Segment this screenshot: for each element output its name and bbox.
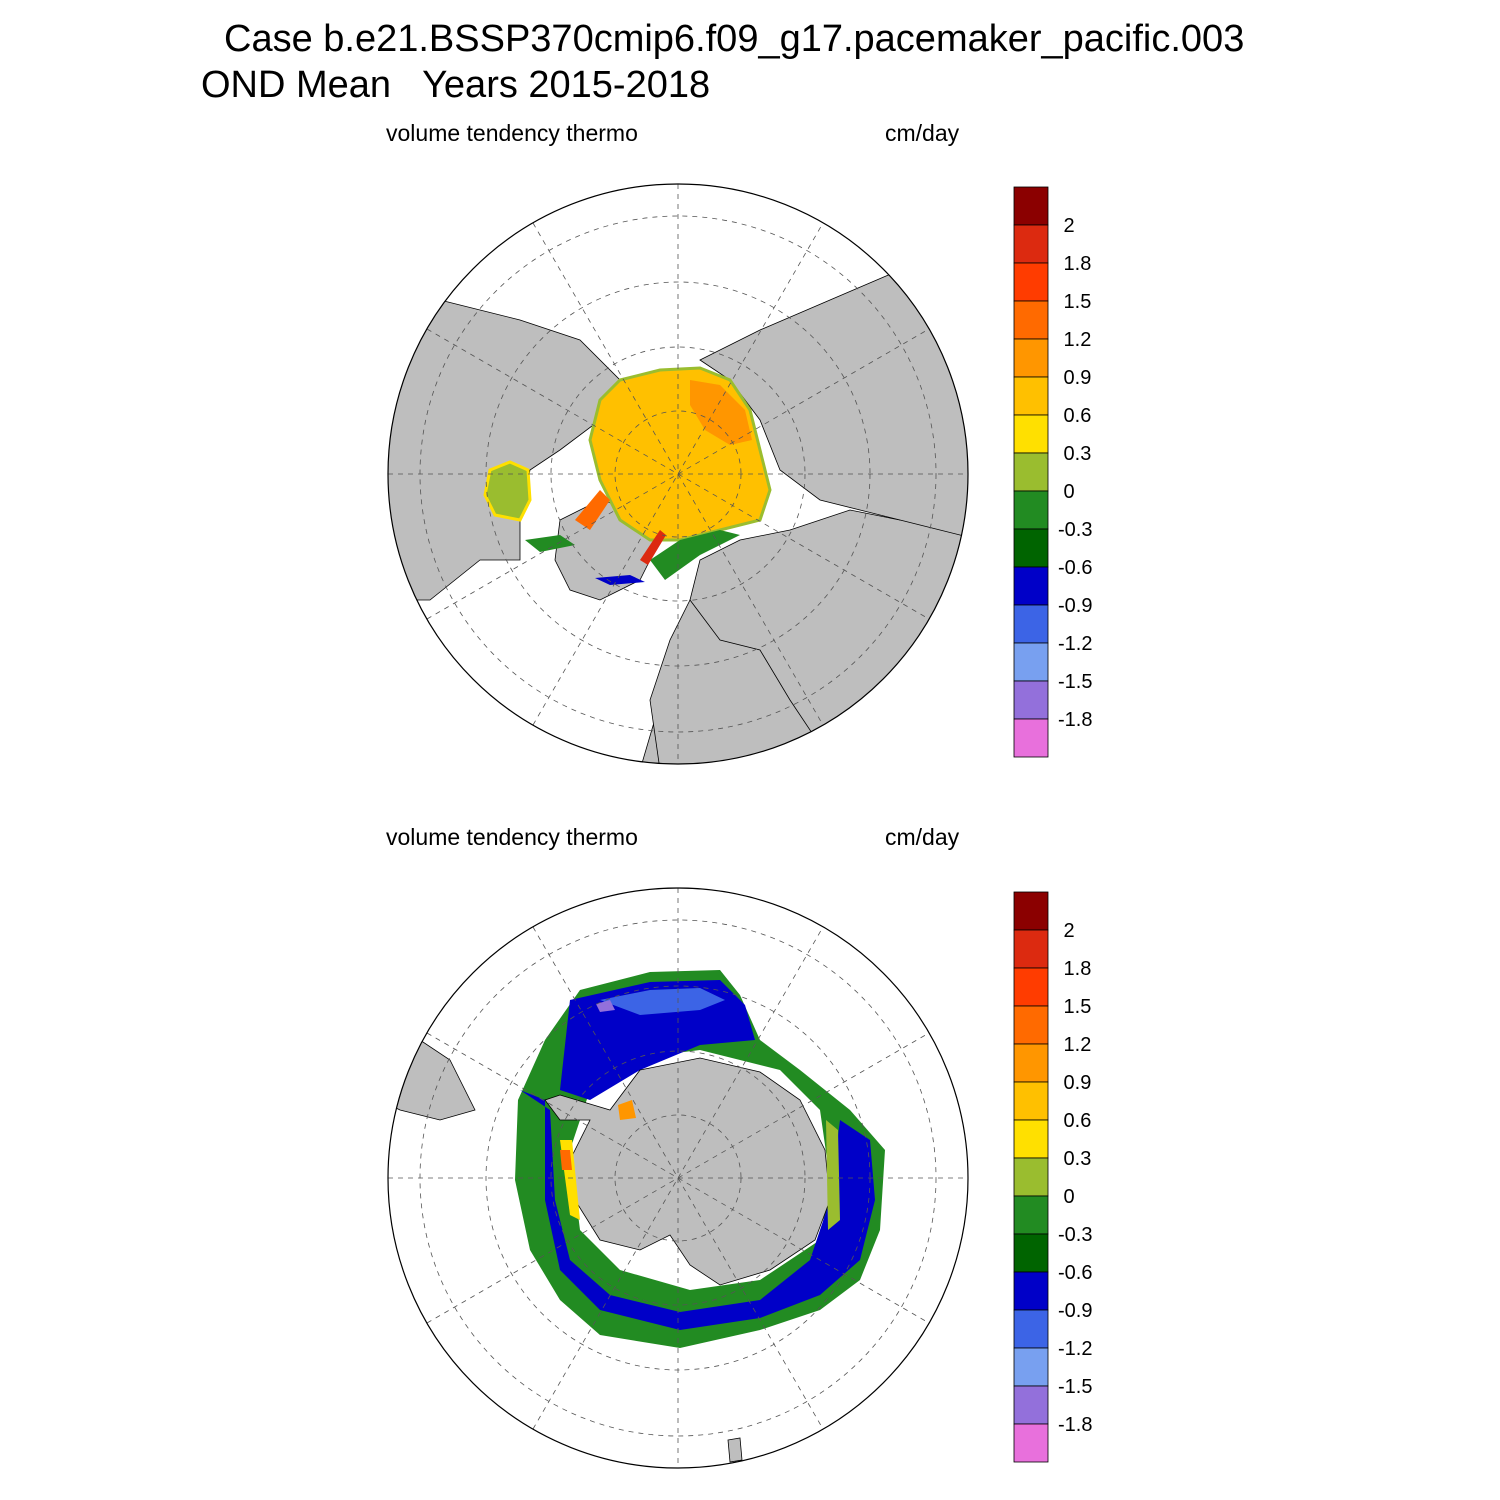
panel2-variable: volume tendency thermo bbox=[386, 824, 638, 850]
colorbar-south-swatch bbox=[1013, 891, 1049, 931]
south-ice-lightblue bbox=[600, 988, 725, 1015]
colorbar-south-tick-label: 0 bbox=[1058, 1186, 1075, 1208]
north-asia-land bbox=[699, 259, 968, 541]
colorbar-north-swatch bbox=[1013, 642, 1049, 682]
panel1-variable: volume tendency thermo bbox=[386, 120, 638, 146]
colorbar-south-swatch bbox=[1013, 1005, 1049, 1045]
colorbar-south-swatch bbox=[1013, 1385, 1049, 1425]
colorbar-south-swatch bbox=[1013, 929, 1049, 969]
colorbar-south-swatch bbox=[1013, 1119, 1049, 1159]
period-label: OND Mean bbox=[201, 64, 392, 106]
colorbar-north-tick-label: 1.5 bbox=[1058, 291, 1091, 313]
north-ice-red-strip bbox=[640, 530, 666, 565]
colorbar-south-tick-label: -1.5 bbox=[1058, 1376, 1092, 1398]
colorbar-north-tick-label: -0.6 bbox=[1058, 557, 1092, 579]
colorbar-north-tick-label: 0.9 bbox=[1058, 367, 1091, 389]
colorbar-north-tick-label: -1.8 bbox=[1058, 709, 1092, 731]
colorbar-north-swatch bbox=[1013, 566, 1049, 606]
colorbar-north-swatch bbox=[1013, 528, 1049, 568]
colorbar-south-swatch bbox=[1013, 1233, 1049, 1273]
colorbar-south-swatch bbox=[1013, 1157, 1049, 1197]
colorbar-south-swatch bbox=[1013, 1423, 1049, 1463]
colorbar-north-swatch bbox=[1013, 224, 1049, 264]
colorbar-north-tick-label: 2 bbox=[1058, 215, 1075, 237]
colorbar-north-swatch bbox=[1013, 718, 1049, 758]
north-ice-orange-patch bbox=[690, 380, 752, 445]
south-polar-map bbox=[387, 887, 969, 1469]
colorbar-north-swatch bbox=[1013, 680, 1049, 720]
colorbar-north-tick-label: 1.8 bbox=[1058, 253, 1091, 275]
colorbar-south-tick-label: 1.8 bbox=[1058, 958, 1091, 980]
colorbar-south-tick-label: 1.2 bbox=[1058, 1034, 1091, 1056]
colorbar-south-swatch bbox=[1013, 1309, 1049, 1349]
north-graticule bbox=[388, 184, 968, 764]
colorbar-south-tick-label: 0.6 bbox=[1058, 1110, 1091, 1132]
period-title: OND Mean Years 2015-2018 bbox=[201, 64, 710, 107]
case-title: Case b.e21.BSSP370cmip6.f09_g17.pacemake… bbox=[224, 18, 1245, 60]
north-east-greenland-blue bbox=[595, 575, 645, 585]
colorbar-south: 2 1.8 1.5 1.2 0.9 0.6 0.3 0 -0.3 -0.6 -0.9 -… bbox=[1013, 891, 1092, 1463]
north-greenland-sea-band bbox=[650, 530, 740, 580]
south-ice-purple-spot bbox=[596, 1000, 615, 1012]
colorbar-north-swatch bbox=[1013, 490, 1049, 530]
north-baffin-band bbox=[575, 490, 610, 530]
colorbar-south-swatch bbox=[1013, 1271, 1049, 1311]
colorbar-north-swatch bbox=[1013, 414, 1049, 454]
south-graticule bbox=[388, 888, 968, 1468]
north-polar-map bbox=[387, 183, 969, 765]
colorbar-south-tick-label: 0.3 bbox=[1058, 1148, 1091, 1170]
colorbar-north-swatch bbox=[1013, 452, 1049, 492]
south-coast-orange-north bbox=[618, 1100, 636, 1120]
colorbar-south-tick-label: -1.8 bbox=[1058, 1414, 1092, 1436]
colorbar-north-tick-label: 0.6 bbox=[1058, 405, 1091, 427]
colorbar-south-tick-label: -0.9 bbox=[1058, 1300, 1092, 1322]
colorbar-north-swatch bbox=[1013, 300, 1049, 340]
colorbar-north-tick-label: -0.3 bbox=[1058, 519, 1092, 541]
colorbar-south-swatch bbox=[1013, 967, 1049, 1007]
colorbar-north-tick-label: -1.2 bbox=[1058, 633, 1092, 655]
colorbar-south-tick-label: -0.3 bbox=[1058, 1224, 1092, 1246]
colorbar-north-tick-label: 0 bbox=[1058, 481, 1075, 503]
colorbar-north-tick-label: -0.9 bbox=[1058, 595, 1092, 617]
colorbar-north-swatch bbox=[1013, 262, 1049, 302]
colorbar-north-tick-label: -1.5 bbox=[1058, 671, 1092, 693]
north-labrador-green bbox=[525, 535, 575, 552]
colorbar-north-tick-label: 1.2 bbox=[1058, 329, 1091, 351]
colorbar-south-tick-label: -1.2 bbox=[1058, 1338, 1092, 1360]
colorbar-south-swatch bbox=[1013, 1043, 1049, 1083]
colorbar-north-tick-label: 0.3 bbox=[1058, 443, 1091, 465]
years-label: Years 2015-2018 bbox=[422, 64, 711, 106]
panel1-units: cm/day bbox=[885, 120, 960, 146]
colorbar-south-swatch bbox=[1013, 1347, 1049, 1387]
colorbar-south-tick-label: 1.5 bbox=[1058, 996, 1091, 1018]
colorbar-north-swatch bbox=[1013, 604, 1049, 644]
south-coast-orange-west bbox=[560, 1150, 572, 1170]
colorbar-north: 2 1.8 1.5 1.2 0.9 0.6 0.3 0 -0.3 -0.6 -0.9 -… bbox=[1013, 186, 1092, 758]
colorbar-south-swatch bbox=[1013, 1195, 1049, 1235]
colorbar-south-swatch bbox=[1013, 1081, 1049, 1121]
colorbar-north-swatch bbox=[1013, 376, 1049, 416]
south-coast-fringe-east bbox=[826, 1120, 840, 1230]
colorbar-south-tick-label: -0.6 bbox=[1058, 1262, 1092, 1284]
north-hudson-bay bbox=[483, 460, 532, 522]
colorbar-north-swatch bbox=[1013, 186, 1049, 226]
south-small-island bbox=[727, 1437, 743, 1463]
colorbar-south-tick-label: 0.9 bbox=[1058, 1072, 1091, 1094]
panel2-units: cm/day bbox=[885, 824, 960, 850]
colorbar-south-tick-label: 2 bbox=[1058, 920, 1075, 942]
south-antarctica-land bbox=[544, 1057, 831, 1286]
colorbar-north-swatch bbox=[1013, 338, 1049, 378]
